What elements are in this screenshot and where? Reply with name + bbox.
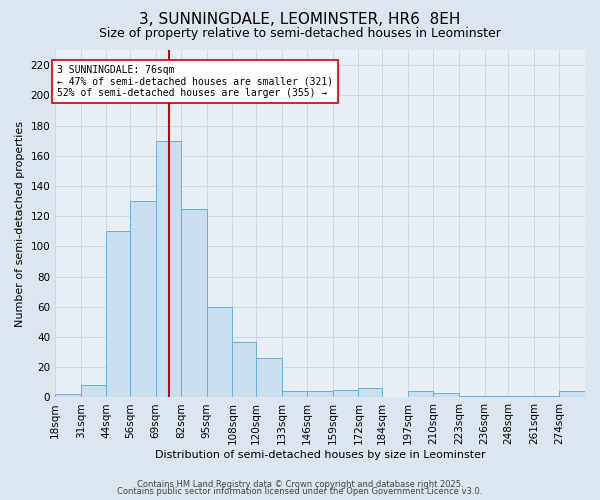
Text: 3, SUNNINGDALE, LEOMINSTER, HR6  8EH: 3, SUNNINGDALE, LEOMINSTER, HR6 8EH [139,12,461,28]
Bar [358,388,382,398]
Bar [181,208,207,398]
Y-axis label: Number of semi-detached properties: Number of semi-detached properties [15,120,25,326]
Bar [508,396,534,398]
Bar [485,396,508,398]
Bar [55,394,81,398]
Bar [232,342,256,398]
Bar [459,396,485,398]
Bar [130,201,155,398]
Bar [281,392,307,398]
Bar [433,393,459,398]
Bar [307,392,333,398]
Bar [534,396,559,398]
Bar [256,358,281,398]
Bar [155,140,181,398]
Text: Contains public sector information licensed under the Open Government Licence v3: Contains public sector information licen… [118,487,482,496]
Text: 3 SUNNINGDALE: 76sqm
← 47% of semi-detached houses are smaller (321)
52% of semi: 3 SUNNINGDALE: 76sqm ← 47% of semi-detac… [57,65,333,98]
Bar [559,392,585,398]
Bar [81,386,106,398]
Bar [207,307,232,398]
Bar [333,390,358,398]
Text: Size of property relative to semi-detached houses in Leominster: Size of property relative to semi-detach… [99,28,501,40]
Bar [106,232,130,398]
X-axis label: Distribution of semi-detached houses by size in Leominster: Distribution of semi-detached houses by … [155,450,485,460]
Text: Contains HM Land Registry data © Crown copyright and database right 2025.: Contains HM Land Registry data © Crown c… [137,480,463,489]
Bar [408,392,433,398]
